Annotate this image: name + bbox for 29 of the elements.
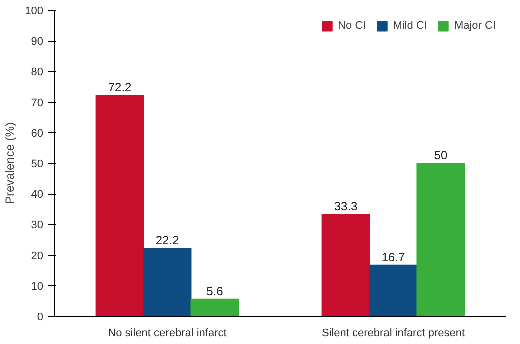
bar [322,214,370,316]
bar [369,264,418,316]
y-tick-label: 50 [31,158,44,170]
x-tick-label: Silent cerebral infarct present [322,328,466,340]
bar [190,298,240,316]
y-tick-label: 80 [31,66,44,79]
y-tick-label: 100 [25,6,44,18]
y-tick-label: 0 [37,312,44,324]
x-tick-label: No silent cerebral infarct [108,328,227,340]
bar [143,248,192,316]
y-tick-label: 90 [31,36,44,48]
y-tick-label: 40 [31,189,44,202]
legend-label: Mild CI [393,20,428,32]
data-label: 22.2 [156,234,180,248]
y-axis-title: Prevalence (%) [3,122,18,205]
y-tick-label: 70 [31,97,44,110]
data-label: 5.6 [206,284,224,298]
legend-label: Major CI [454,20,496,32]
y-tick-label: 60 [31,128,44,140]
data-label: 50 [434,148,448,162]
y-tick-label: 20 [31,250,44,262]
bar [96,95,144,316]
data-label: 16.7 [382,250,406,264]
data-label: 33.3 [334,200,358,214]
y-tick-label: 30 [31,220,44,232]
legend-label: No CI [338,20,366,32]
bar [416,163,466,316]
y-tick-label: 10 [31,280,44,293]
data-label: 72.2 [108,80,132,95]
